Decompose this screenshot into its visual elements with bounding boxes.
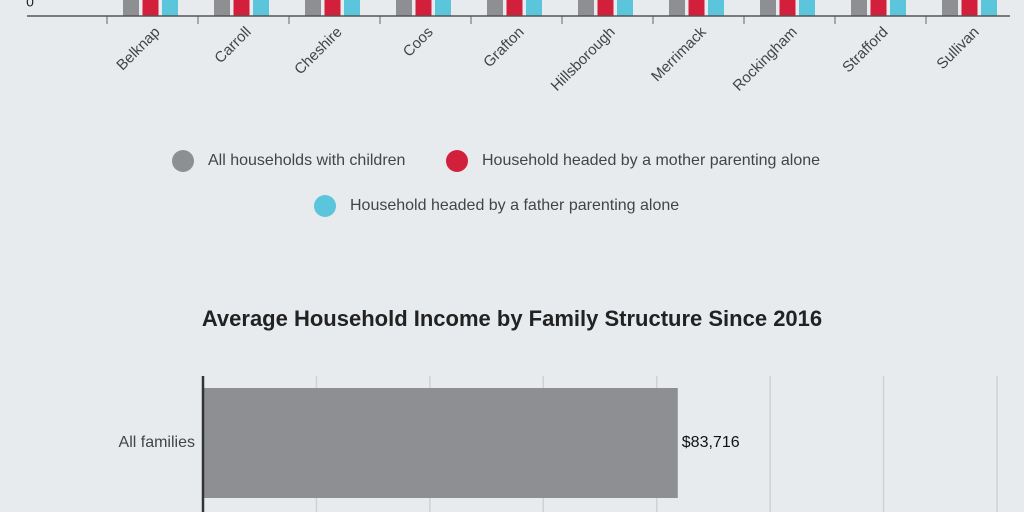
bar bbox=[203, 388, 678, 498]
value-label: $83,716 bbox=[682, 434, 740, 451]
bar-stub bbox=[253, 0, 269, 16]
bar-stub bbox=[851, 0, 867, 16]
y-tick-label: All families bbox=[119, 434, 195, 451]
bar-stub bbox=[396, 0, 412, 16]
bar-stub bbox=[142, 0, 159, 16]
bar-stub bbox=[799, 0, 815, 16]
bar-stub bbox=[435, 0, 451, 16]
bar-stub bbox=[961, 0, 978, 16]
bar-stub bbox=[981, 0, 997, 16]
bar-stub bbox=[617, 0, 633, 16]
legend-swatch bbox=[172, 150, 194, 172]
bar-stub bbox=[305, 0, 321, 16]
bar-stub bbox=[669, 0, 685, 16]
bar-stub bbox=[344, 0, 360, 16]
bar-stub bbox=[890, 0, 906, 16]
bar-stub bbox=[708, 0, 724, 16]
legend-swatch bbox=[314, 195, 336, 217]
bar-stub bbox=[870, 0, 887, 16]
bar-stub bbox=[506, 0, 523, 16]
bar-stub bbox=[324, 0, 341, 16]
bar-stub bbox=[233, 0, 250, 16]
bar-stub bbox=[578, 0, 594, 16]
legend-label: Household headed by a father parenting a… bbox=[350, 197, 679, 214]
bar-stub bbox=[415, 0, 432, 16]
legend-swatch bbox=[446, 150, 468, 172]
bar-stub bbox=[597, 0, 614, 16]
bar-stub bbox=[779, 0, 796, 16]
bar-stub bbox=[123, 0, 139, 16]
bar-stub bbox=[688, 0, 705, 16]
legend-label: Household headed by a mother parenting a… bbox=[482, 152, 820, 169]
legend-label: All households with children bbox=[208, 152, 405, 169]
bar-stub bbox=[760, 0, 776, 16]
y-tick-label: 0 bbox=[26, 0, 34, 10]
chart-title: Average Household Income by Family Struc… bbox=[202, 306, 822, 331]
bar-stub bbox=[162, 0, 178, 16]
bar-stub bbox=[942, 0, 958, 16]
bar-stub bbox=[526, 0, 542, 16]
bar-stub bbox=[487, 0, 503, 16]
bar-stub bbox=[214, 0, 230, 16]
